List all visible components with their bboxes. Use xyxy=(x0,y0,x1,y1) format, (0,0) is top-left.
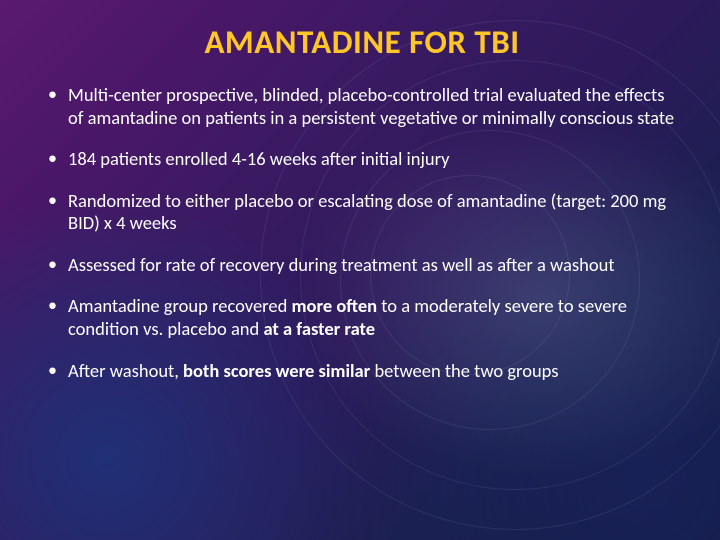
list-item: After washout, both scores were similar … xyxy=(46,360,678,383)
bullet-text: Amantadine group recovered xyxy=(68,294,291,317)
bullet-text: between the two groups xyxy=(370,359,558,382)
slide: AMANTADINE FOR TBI Multi-center prospect… xyxy=(0,0,720,540)
bullet-bold: at a faster rate xyxy=(263,317,375,340)
bullet-text: 184 patients enrolled 4-16 weeks after i… xyxy=(68,147,450,170)
bullet-bold: more often xyxy=(291,294,377,317)
list-item: Multi-center prospective, blinded, place… xyxy=(46,84,678,129)
bullet-bold: both scores were similar xyxy=(183,359,370,382)
bullet-text: Randomized to either placebo or escalati… xyxy=(68,189,666,235)
bullet-list: Multi-center prospective, blinded, place… xyxy=(46,84,678,382)
bullet-text: Multi-center prospective, blinded, place… xyxy=(68,83,674,129)
bullet-text: Assessed for rate of recovery during tre… xyxy=(68,253,615,276)
list-item: 184 patients enrolled 4-16 weeks after i… xyxy=(46,148,678,171)
list-item: Randomized to either placebo or escalati… xyxy=(46,190,678,235)
slide-title: AMANTADINE FOR TBI xyxy=(46,22,678,62)
list-item: Amantadine group recovered more often to… xyxy=(46,295,678,340)
list-item: Assessed for rate of recovery during tre… xyxy=(46,254,678,277)
bullet-text: After washout, xyxy=(68,359,183,382)
